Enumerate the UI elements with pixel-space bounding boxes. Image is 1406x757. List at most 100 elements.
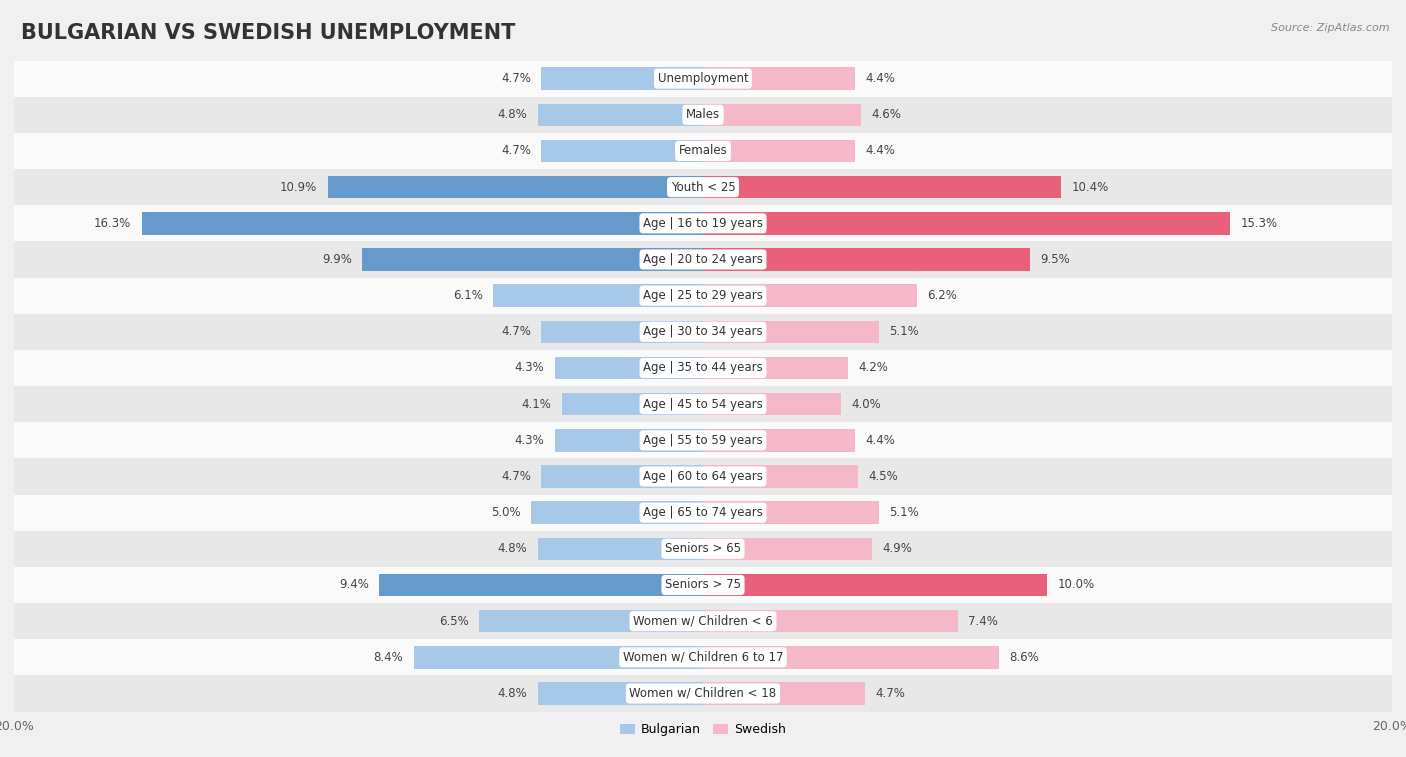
Text: 4.3%: 4.3%	[515, 434, 544, 447]
Bar	[14, 422, 1392, 459]
Bar	[541, 140, 703, 162]
Bar	[14, 97, 1392, 133]
Bar	[14, 169, 1392, 205]
Bar	[14, 313, 1392, 350]
Text: 4.4%: 4.4%	[865, 72, 894, 85]
Text: 15.3%: 15.3%	[1240, 217, 1278, 230]
Text: 4.7%: 4.7%	[875, 687, 905, 700]
Bar	[703, 67, 855, 90]
Bar	[703, 682, 865, 705]
Text: 4.3%: 4.3%	[515, 362, 544, 375]
Text: 8.4%: 8.4%	[374, 651, 404, 664]
Bar	[562, 393, 703, 416]
Text: 4.0%: 4.0%	[851, 397, 882, 410]
Text: Females: Females	[679, 145, 727, 157]
Bar	[142, 212, 703, 235]
Bar	[703, 357, 848, 379]
Bar	[703, 212, 1230, 235]
Bar	[361, 248, 703, 271]
Text: 5.0%: 5.0%	[491, 506, 520, 519]
Bar	[703, 285, 917, 307]
Bar	[14, 603, 1392, 639]
Text: 10.0%: 10.0%	[1057, 578, 1095, 591]
Bar	[413, 646, 703, 668]
Text: 6.5%: 6.5%	[439, 615, 468, 628]
Text: Age | 35 to 44 years: Age | 35 to 44 years	[643, 362, 763, 375]
Text: Age | 60 to 64 years: Age | 60 to 64 years	[643, 470, 763, 483]
Bar	[541, 67, 703, 90]
Bar	[703, 501, 879, 524]
Text: 4.4%: 4.4%	[865, 434, 894, 447]
Text: 5.1%: 5.1%	[889, 326, 918, 338]
Text: Unemployment: Unemployment	[658, 72, 748, 85]
Bar	[14, 494, 1392, 531]
Bar	[537, 682, 703, 705]
Bar	[703, 321, 879, 343]
Text: Age | 20 to 24 years: Age | 20 to 24 years	[643, 253, 763, 266]
Bar	[541, 321, 703, 343]
Bar	[703, 140, 855, 162]
Text: 9.5%: 9.5%	[1040, 253, 1070, 266]
Bar	[494, 285, 703, 307]
Text: Seniors > 75: Seniors > 75	[665, 578, 741, 591]
Bar	[328, 176, 703, 198]
Text: 16.3%: 16.3%	[94, 217, 131, 230]
Bar	[14, 531, 1392, 567]
Bar	[703, 466, 858, 488]
Text: Age | 45 to 54 years: Age | 45 to 54 years	[643, 397, 763, 410]
Text: 4.7%: 4.7%	[501, 72, 531, 85]
Bar	[703, 646, 1000, 668]
Bar	[703, 537, 872, 560]
Bar	[14, 639, 1392, 675]
Text: Age | 25 to 29 years: Age | 25 to 29 years	[643, 289, 763, 302]
Bar	[14, 386, 1392, 422]
Text: Source: ZipAtlas.com: Source: ZipAtlas.com	[1271, 23, 1389, 33]
Bar	[703, 429, 855, 451]
Text: Age | 30 to 34 years: Age | 30 to 34 years	[643, 326, 763, 338]
Text: 4.7%: 4.7%	[501, 326, 531, 338]
Bar	[380, 574, 703, 597]
Legend: Bulgarian, Swedish: Bulgarian, Swedish	[614, 718, 792, 741]
Text: 4.6%: 4.6%	[872, 108, 901, 121]
Text: Women w/ Children < 18: Women w/ Children < 18	[630, 687, 776, 700]
Text: Youth < 25: Youth < 25	[671, 181, 735, 194]
Bar	[703, 610, 957, 632]
Text: Women w/ Children < 6: Women w/ Children < 6	[633, 615, 773, 628]
Bar	[14, 133, 1392, 169]
Bar	[537, 104, 703, 126]
Bar	[14, 278, 1392, 313]
Bar	[703, 574, 1047, 597]
Text: 4.7%: 4.7%	[501, 145, 531, 157]
Text: 4.9%: 4.9%	[882, 542, 912, 556]
Bar	[14, 241, 1392, 278]
Bar	[14, 459, 1392, 494]
Text: BULGARIAN VS SWEDISH UNEMPLOYMENT: BULGARIAN VS SWEDISH UNEMPLOYMENT	[21, 23, 516, 42]
Bar	[555, 429, 703, 451]
Text: 9.4%: 9.4%	[339, 578, 368, 591]
Text: 8.6%: 8.6%	[1010, 651, 1039, 664]
Bar	[703, 393, 841, 416]
Text: 4.7%: 4.7%	[501, 470, 531, 483]
Bar	[703, 104, 862, 126]
Text: 6.2%: 6.2%	[927, 289, 956, 302]
Text: Seniors > 65: Seniors > 65	[665, 542, 741, 556]
Text: 7.4%: 7.4%	[969, 615, 998, 628]
Bar	[14, 350, 1392, 386]
Bar	[14, 205, 1392, 241]
Bar	[14, 61, 1392, 97]
Text: 10.4%: 10.4%	[1071, 181, 1109, 194]
Text: 4.1%: 4.1%	[522, 397, 551, 410]
Bar	[703, 248, 1031, 271]
Text: Age | 55 to 59 years: Age | 55 to 59 years	[643, 434, 763, 447]
Text: 4.2%: 4.2%	[858, 362, 887, 375]
Bar	[555, 357, 703, 379]
Bar	[537, 537, 703, 560]
Text: 6.1%: 6.1%	[453, 289, 482, 302]
Bar	[479, 610, 703, 632]
Text: 4.5%: 4.5%	[869, 470, 898, 483]
Text: 9.9%: 9.9%	[322, 253, 352, 266]
Text: 4.8%: 4.8%	[498, 687, 527, 700]
Bar	[14, 567, 1392, 603]
Text: Age | 65 to 74 years: Age | 65 to 74 years	[643, 506, 763, 519]
Bar	[531, 501, 703, 524]
